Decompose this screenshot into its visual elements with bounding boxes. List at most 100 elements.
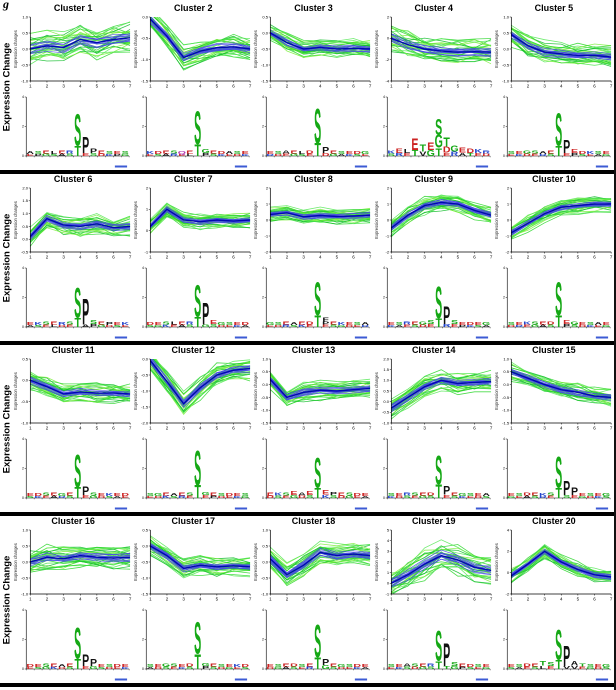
svg-text:2: 2 <box>383 638 385 642</box>
svg-text:7: 7 <box>129 596 132 601</box>
svg-text:4: 4 <box>503 437 505 441</box>
svg-text:Expression changes: Expression changes <box>494 543 499 581</box>
svg-text:P: P <box>202 152 210 157</box>
svg-text:G: G <box>267 322 275 327</box>
svg-text:E: E <box>307 662 315 667</box>
svg-text:R: R <box>403 320 411 325</box>
svg-text:G: G <box>121 154 129 157</box>
cluster-title: Cluster 13 <box>291 345 336 355</box>
svg-text:L: L <box>187 153 194 157</box>
svg-text:E: E <box>354 496 361 499</box>
svg-text:S: S <box>106 151 114 156</box>
svg-text:E: E <box>66 324 73 328</box>
svg-text:S: S <box>515 664 523 669</box>
svg-text:G: G <box>602 154 610 157</box>
svg-text:0: 0 <box>142 496 144 500</box>
svg-text:7: 7 <box>490 83 493 88</box>
svg-text:T: T <box>315 484 322 501</box>
svg-text:S: S <box>555 105 562 156</box>
svg-text:E: E <box>330 662 338 667</box>
row-axis-label: Expression Change <box>0 516 13 683</box>
svg-text:2: 2 <box>527 596 530 601</box>
svg-text:7: 7 <box>249 83 252 88</box>
svg-text:S: S <box>42 320 50 325</box>
svg-text:G: G <box>154 493 162 498</box>
svg-text:1: 1 <box>149 596 152 601</box>
svg-text:1.5: 1.5 <box>383 367 389 372</box>
svg-text:A: A <box>26 151 34 156</box>
svg-text:5: 5 <box>386 527 389 532</box>
svg-text:P: P <box>443 303 450 330</box>
cluster-panel: Cluster 15 1.0 0.5 0.0 -0.5 -1.0 -1.5 1 2 3 4 5 6 7 E… <box>494 345 614 512</box>
svg-text:E: E <box>411 321 419 326</box>
svg-text:E: E <box>267 664 275 669</box>
svg-text:G: G <box>482 667 490 670</box>
svg-text:E: E <box>515 496 522 499</box>
svg-text:K: K <box>395 667 403 670</box>
svg-text:S: S <box>50 154 57 157</box>
svg-text:S: S <box>531 320 539 325</box>
svg-text:S: S <box>194 441 201 496</box>
cluster-panel: Cluster 14 2.0 1.5 1.0 0.5 0.0 -0.5 -1.0 1 2 3 4 5 6… <box>374 345 494 512</box>
svg-text:-0.5: -0.5 <box>382 410 390 415</box>
svg-text:4: 4 <box>560 254 563 259</box>
svg-text:D: D <box>291 662 299 667</box>
svg-text:K: K <box>338 322 346 327</box>
svg-text:R: R <box>427 662 435 667</box>
svg-text:0.0: 0.0 <box>503 46 509 51</box>
svg-text:G: G <box>58 493 66 498</box>
svg-text:3: 3 <box>543 596 546 601</box>
svg-text:5: 5 <box>456 83 459 88</box>
svg-text:D: D <box>147 322 155 327</box>
cluster-title: Cluster 15 <box>532 345 576 355</box>
svg-text:S: S <box>234 151 242 156</box>
svg-text:G: G <box>322 664 331 671</box>
svg-text:4: 4 <box>440 596 443 601</box>
svg-text:E: E <box>27 154 34 157</box>
svg-text:-1: -1 <box>505 233 509 238</box>
row-axis-label-text: Expression Change <box>1 555 12 644</box>
svg-text:2: 2 <box>286 425 289 430</box>
svg-text:R: R <box>395 152 403 157</box>
svg-text:-4: -4 <box>385 78 389 83</box>
svg-text:5: 5 <box>456 425 459 430</box>
svg-text:S: S <box>387 153 394 157</box>
svg-text:P: P <box>202 296 209 331</box>
svg-text:G: G <box>338 325 346 328</box>
row-axis-label-text: Expression Change <box>1 42 12 131</box>
svg-text:D: D <box>523 663 531 668</box>
svg-text:G: G <box>225 667 233 670</box>
svg-text:G: G <box>330 153 338 157</box>
svg-text:D: D <box>218 496 226 499</box>
svg-text:G: G <box>241 496 249 499</box>
svg-text:0: 0 <box>22 667 24 671</box>
svg-text:K: K <box>387 496 395 499</box>
svg-text:7: 7 <box>129 254 132 259</box>
svg-text:2: 2 <box>406 425 409 430</box>
svg-text:S: S <box>66 153 73 157</box>
svg-text:S: S <box>315 617 322 668</box>
svg-text:E: E <box>179 491 187 496</box>
svg-text:T: T <box>195 142 202 160</box>
svg-text:S: S <box>547 324 554 328</box>
svg-text:P: P <box>35 154 42 157</box>
svg-text:-1.5: -1.5 <box>502 420 510 425</box>
svg-text:Expression changes: Expression changes <box>253 372 258 410</box>
row-axis-label-text: Expression Change <box>1 213 12 302</box>
svg-text:T: T <box>555 313 562 331</box>
svg-text:E: E <box>387 667 394 670</box>
svg-text:2: 2 <box>406 83 409 88</box>
svg-text:R: R <box>178 495 186 499</box>
svg-text:2: 2 <box>527 254 530 259</box>
svg-text:D: D <box>58 667 66 670</box>
svg-text:0: 0 <box>386 36 389 41</box>
svg-text:E: E <box>283 320 291 325</box>
svg-text:-1: -1 <box>385 233 389 238</box>
svg-text:S: S <box>427 319 434 326</box>
svg-text:K: K <box>458 496 466 499</box>
